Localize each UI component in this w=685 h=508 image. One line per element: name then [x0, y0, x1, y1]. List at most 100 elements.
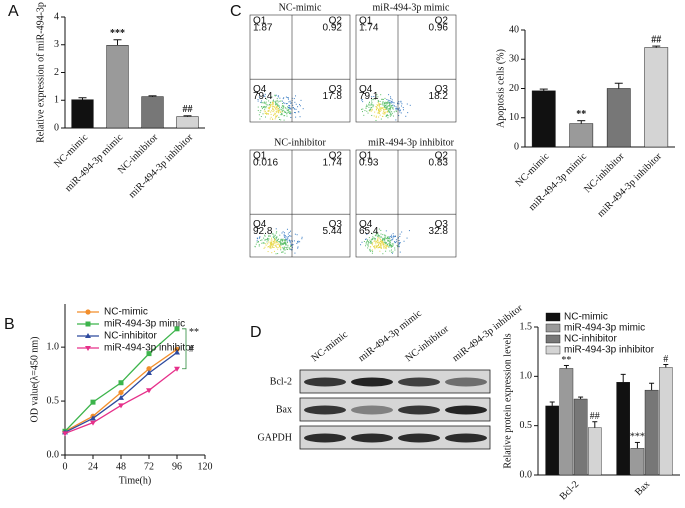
quadrant-name: Q3	[435, 219, 449, 230]
legend-label: NC-inhibitor	[564, 334, 617, 345]
event-dot	[284, 102, 286, 104]
quadrant-name: Q2	[329, 151, 343, 162]
quadrant-name: Q1	[253, 151, 267, 162]
event-dot	[371, 242, 373, 244]
event-dot	[283, 249, 285, 251]
event-dot	[377, 112, 379, 114]
y-tick-label: 1.0	[47, 341, 60, 352]
event-dot	[270, 239, 272, 241]
event-dot	[287, 244, 289, 246]
event-dot	[372, 236, 374, 238]
event-dot	[281, 100, 283, 102]
event-dot	[276, 231, 278, 233]
event-dot	[277, 109, 279, 111]
event-dot	[289, 111, 291, 113]
event-dot	[368, 104, 370, 106]
bar	[644, 47, 669, 148]
event-dot	[388, 240, 390, 242]
event-dot	[377, 237, 379, 239]
quadrant-value: 0.83	[429, 158, 449, 169]
significance-label: **	[561, 355, 571, 366]
event-dot	[377, 238, 379, 240]
event-dot	[281, 251, 283, 253]
event-dot	[301, 236, 303, 238]
event-dot	[261, 239, 263, 241]
event-dot	[387, 101, 389, 103]
y-tick-label: 4	[54, 11, 59, 22]
event-dot	[390, 236, 392, 238]
event-dot	[296, 234, 298, 236]
event-dot	[374, 239, 376, 241]
event-dot	[397, 246, 399, 248]
event-dot	[295, 116, 297, 118]
event-dot	[285, 241, 287, 243]
event-dot	[383, 238, 385, 240]
event-dot	[271, 244, 273, 246]
event-dot	[383, 246, 385, 248]
blot-band	[398, 405, 440, 415]
event-dot	[264, 105, 266, 107]
event-dot	[369, 249, 371, 251]
event-dot	[278, 243, 280, 245]
row-label: Bcl-2	[270, 376, 292, 387]
legend-marker	[85, 333, 91, 338]
point	[118, 394, 124, 400]
point	[174, 349, 180, 355]
event-dot	[268, 234, 270, 236]
panel-letter: B	[4, 316, 15, 333]
significance-label: ***	[630, 432, 645, 443]
event-dot	[269, 246, 271, 248]
event-dot	[269, 101, 271, 103]
event-dot	[283, 119, 285, 121]
event-dot	[389, 238, 391, 240]
event-dot	[389, 241, 391, 243]
event-dot	[379, 110, 381, 112]
event-dot	[286, 113, 288, 115]
x-tick-label: 96	[172, 461, 182, 472]
event-dot	[378, 105, 380, 107]
event-dot	[378, 243, 380, 245]
event-dot	[264, 108, 266, 110]
event-dot	[380, 94, 382, 96]
event-dot	[366, 104, 368, 106]
event-dot	[264, 93, 266, 95]
event-dot	[383, 110, 385, 112]
event-dot	[375, 233, 377, 235]
event-dot	[263, 237, 265, 239]
event-dot	[389, 109, 391, 111]
event-dot	[399, 242, 401, 244]
event-dot	[380, 229, 382, 231]
event-dot	[271, 242, 273, 244]
event-dot	[362, 101, 364, 103]
event-dot	[390, 245, 392, 247]
event-dot	[274, 107, 276, 109]
event-dot	[381, 107, 383, 109]
event-dot	[386, 246, 388, 248]
event-dot	[378, 244, 380, 246]
event-dot	[275, 100, 277, 102]
event-dot	[273, 236, 275, 238]
event-dot	[372, 237, 374, 239]
event-dot	[379, 243, 381, 245]
event-dot	[294, 101, 296, 103]
event-dot	[272, 111, 274, 113]
event-dot	[379, 236, 381, 238]
event-dot	[255, 243, 257, 245]
event-dot	[376, 94, 378, 96]
y-tick-label: 20	[509, 83, 519, 94]
event-dot	[380, 109, 382, 111]
event-dot	[275, 100, 277, 102]
event-dot	[400, 101, 402, 103]
event-dot	[281, 240, 283, 242]
event-dot	[382, 244, 384, 246]
event-dot	[376, 245, 378, 247]
event-dot	[266, 113, 268, 115]
bar	[559, 368, 574, 476]
event-dot	[292, 107, 294, 109]
event-dot	[273, 113, 275, 115]
event-dot	[383, 244, 385, 246]
event-dot	[390, 96, 392, 98]
event-dot	[371, 243, 373, 245]
significance-label: ##	[590, 411, 600, 422]
event-dot	[289, 239, 291, 241]
